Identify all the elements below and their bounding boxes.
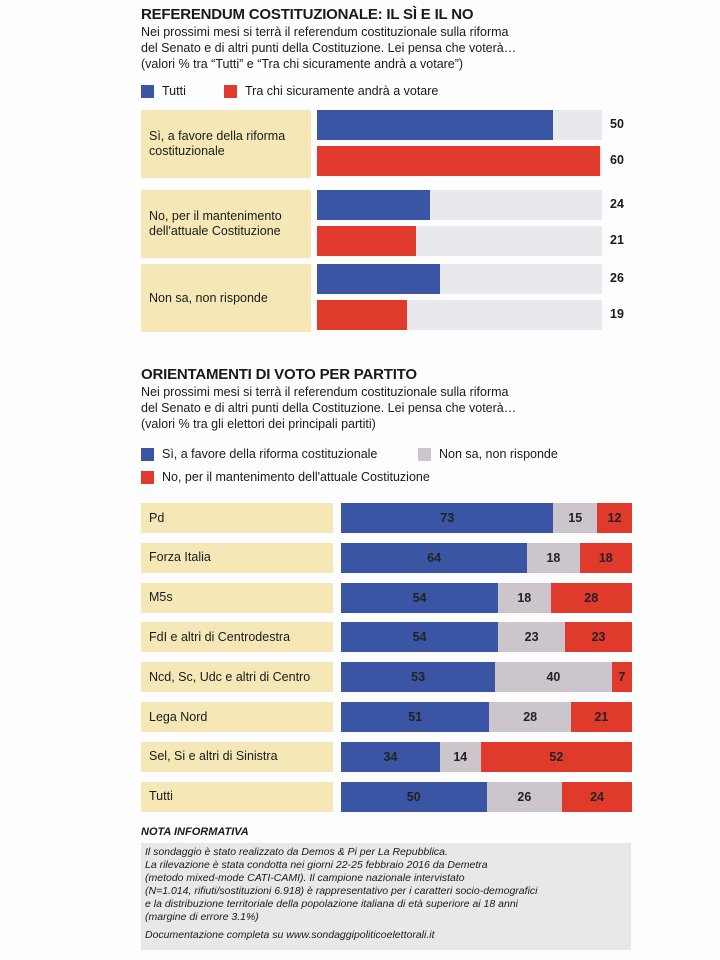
chart1-title: REFERENDUM COSTITUZIONALE: IL SÌ E IL NO: [141, 6, 474, 23]
seg-si: 50: [341, 781, 487, 812]
seg-no: 23: [565, 622, 632, 653]
data-label: 26: [610, 271, 624, 285]
chart2-title: ORIENTAMENTI DI VOTO PER PARTITO: [141, 366, 417, 383]
legend-label: Tra chi sicuramente andrà a votare: [245, 84, 439, 98]
chart1-subtitle: Nei prossimi mesi si terrà il referendum…: [141, 24, 641, 72]
legend-item-si: Sì, a favore della riforma costituzional…: [141, 447, 377, 461]
data-label: 24: [610, 197, 624, 211]
category-label: M5s: [141, 582, 333, 613]
seg-nonsa: 14: [439, 741, 481, 772]
seg-nonsa: 18: [498, 582, 551, 613]
seg-no: 12: [597, 503, 632, 533]
legend-label: No, per il mantenimento dell'attuale Cos…: [162, 470, 430, 484]
legend-label: Tutti: [162, 84, 186, 98]
legend-swatch: [141, 84, 154, 98]
category-label: Forza Italia: [141, 542, 333, 573]
legend-swatch: [141, 470, 154, 484]
seg-no: 52: [480, 741, 632, 772]
bar-tutti: [317, 110, 553, 140]
seg-nonsa: 23: [498, 622, 566, 653]
category-label: No, per il mantenimento dell'attuale Cos…: [141, 190, 311, 258]
seg-si: 51: [341, 702, 490, 732]
seg-nonsa: 26: [486, 781, 563, 812]
legend-item-tutti: Tutti: [141, 84, 186, 98]
subtitle-line: Nei prossimi mesi si terrà il referendum…: [141, 25, 509, 39]
subtitle-line: del Senato e di altri punti della Costit…: [141, 41, 517, 55]
nota-line: (margine di errore 3.1%): [145, 911, 259, 923]
nota-line: (N=1.014, rifiuti/sostituzioni 6.918) è …: [145, 885, 538, 897]
category-label: Pd: [141, 503, 333, 533]
data-label: 60: [610, 153, 624, 167]
legend-swatch: [418, 447, 431, 461]
chart2-subtitle: Nei prossimi mesi si terrà il referendum…: [141, 384, 641, 432]
seg-nonsa: 15: [553, 503, 598, 533]
subtitle-line: Nei prossimi mesi si terrà il referendum…: [141, 385, 509, 399]
category-label: Tutti: [141, 781, 333, 812]
seg-no: 18: [579, 542, 632, 573]
seg-nonsa: 28: [489, 702, 571, 732]
data-label: 50: [610, 117, 624, 131]
category-label: FdI e altri di Centrodestra: [141, 622, 333, 653]
category-label: Non sa, non risponde: [141, 264, 311, 332]
seg-si: 53: [341, 662, 496, 693]
seg-si: 73: [341, 503, 554, 533]
legend-swatch: [141, 447, 154, 461]
legend-swatch: [224, 84, 237, 98]
legend-item-no: No, per il mantenimento dell'attuale Cos…: [141, 470, 430, 484]
seg-nonsa: 40: [495, 662, 612, 693]
seg-si: 64: [341, 542, 528, 573]
bar-tutti: [317, 264, 440, 294]
nota-line: (metodo mixed-mode CATI-CAMI). Il campio…: [145, 872, 465, 884]
subtitle-line: del Senato e di altri punti della Costit…: [141, 401, 517, 415]
seg-no: 24: [562, 781, 632, 812]
legend-item-votanti: Tra chi sicuramente andrà a votare: [224, 84, 438, 98]
seg-no: 28: [550, 582, 632, 613]
bar-tutti: [317, 190, 431, 220]
legend-label: Sì, a favore della riforma costituzional…: [162, 447, 378, 461]
nota-line: e la distribuzione territoriale della po…: [145, 898, 518, 910]
category-label: Sel, Si e altri di Sinistra: [141, 741, 333, 772]
legend-item-nonsa: Non sa, non risponde: [418, 447, 558, 461]
subtitle-line: (valori % tra “Tutti” e “Tra chi sicuram…: [141, 57, 464, 71]
bar-votanti: [317, 146, 601, 176]
data-label: 19: [610, 307, 624, 321]
data-label: 21: [610, 233, 624, 247]
seg-si: 34: [341, 741, 440, 772]
legend-label: Non sa, non risponde: [439, 447, 558, 461]
category-label: Lega Nord: [141, 702, 333, 732]
bar-votanti: [317, 226, 417, 256]
seg-si: 54: [341, 582, 499, 613]
nota-box: Il sondaggio è stato realizzato da Demos…: [141, 843, 631, 950]
seg-si: 54: [341, 622, 499, 653]
bar-votanti: [317, 300, 407, 330]
category-label: Ncd, Sc, Udc e altri di Centro: [141, 662, 333, 693]
nota-line: Il sondaggio è stato realizzato da Demos…: [145, 846, 448, 858]
seg-no: 7: [611, 662, 632, 693]
category-label: Sì, a favore della riforma costituzional…: [141, 110, 311, 178]
nota-doc-link: Documentazione completa su www.sondaggip…: [145, 929, 435, 941]
seg-no: 21: [570, 702, 632, 732]
nota-line: La rilevazione è stata condotta nei gior…: [145, 859, 488, 871]
nota-title: NOTA INFORMATIVA: [141, 826, 249, 838]
seg-nonsa: 18: [527, 542, 580, 573]
subtitle-line: (valori % tra gli elettori dei principal…: [141, 417, 376, 431]
